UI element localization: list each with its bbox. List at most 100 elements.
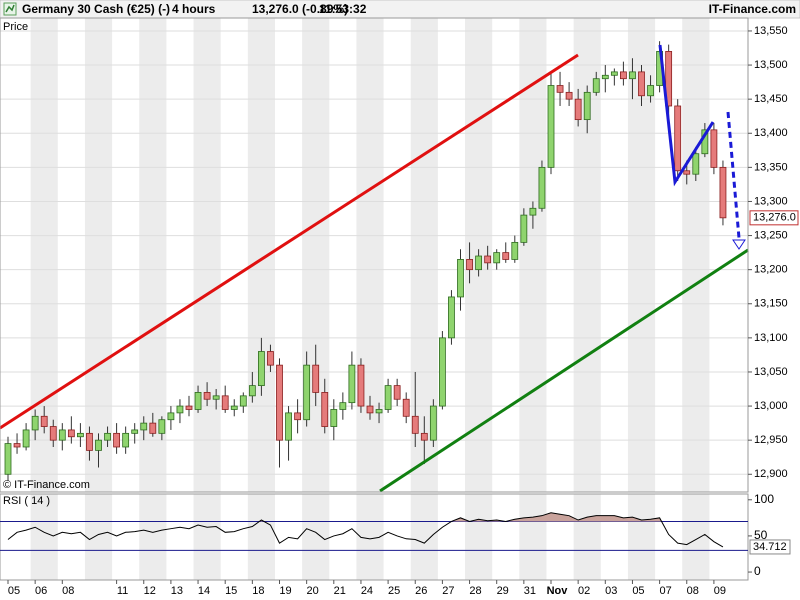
x-tick-label: 03 (605, 585, 617, 597)
y-tick-label: 13,550 (754, 25, 788, 37)
candle-body (429, 405, 437, 441)
candle-body (719, 166, 727, 219)
candle-body (176, 405, 184, 414)
candle-body (583, 91, 591, 121)
candle-body (131, 429, 139, 434)
candle-body (303, 364, 311, 421)
candle-body (22, 429, 30, 448)
quote: 13,276.0 (-0.89%) (252, 2, 348, 16)
y-tick-label: 13,350 (754, 161, 788, 173)
candle-body (194, 392, 202, 410)
candle-body (647, 85, 654, 97)
candle-body (4, 443, 12, 475)
x-tick-label: 02 (578, 585, 590, 597)
price-panel: Price © IT-Finance.com (3, 21, 727, 491)
y-tick-label: 100 (754, 492, 774, 506)
candle-body (77, 432, 84, 438)
x-tick-label: 24 (361, 585, 373, 597)
candle-body (58, 429, 66, 441)
y-tick-label: 13,450 (754, 93, 788, 105)
y-tick-label: 13,150 (754, 298, 788, 310)
watermark: © IT-Finance.com (3, 479, 90, 491)
candle-body (493, 252, 501, 264)
x-tick-label: 26 (415, 585, 427, 597)
candle-body (31, 415, 39, 431)
candle-body (158, 419, 166, 434)
x-tick-label: 05 (632, 585, 644, 597)
pattern-line (658, 44, 715, 187)
x-tick-label: 27 (442, 585, 454, 597)
y-tick-label: 13,000 (754, 400, 788, 412)
candle-body (475, 255, 483, 271)
x-tick-label: 28 (469, 585, 481, 597)
day-band (682, 494, 710, 580)
candle-body (113, 432, 120, 448)
candle-body (629, 71, 636, 80)
rsi-value-label: 34.712 (753, 541, 787, 553)
candle-body (339, 402, 347, 410)
x-tick-label: 18 (252, 585, 264, 597)
x-tick-label: 14 (198, 585, 210, 597)
candle-body (556, 85, 564, 93)
y-tick-label: 12,900 (754, 468, 788, 480)
app-icon-glyph (5, 4, 15, 13)
candle-body (40, 415, 48, 427)
candle-body (375, 409, 383, 414)
candle-body (620, 71, 627, 80)
candle-body (547, 85, 555, 168)
x-tick-label: 13 (171, 585, 183, 597)
day-band (247, 494, 275, 580)
panel-label: Price (3, 21, 28, 33)
candle-body (592, 78, 600, 93)
candle-body (167, 412, 175, 421)
x-tick-label: 11 (117, 585, 128, 597)
day-band (193, 18, 221, 492)
y-tick-label: 13,050 (754, 366, 788, 378)
candle-body (565, 91, 573, 100)
candle-body (574, 98, 582, 121)
candle-body (149, 422, 157, 434)
candle-body (357, 364, 365, 407)
candle-body (511, 241, 519, 260)
day-band (139, 494, 167, 580)
candle-body (140, 422, 148, 431)
candle-body (366, 405, 374, 414)
price-frame (0, 17, 749, 493)
y-tick-label: 12,950 (754, 434, 788, 446)
x-tick-label: 09 (714, 585, 726, 597)
candle-body (230, 405, 238, 410)
arrow-head (732, 239, 746, 250)
candle-body (529, 207, 537, 216)
time: 11:53:32 (319, 2, 367, 16)
day-band (519, 18, 547, 492)
candle-body (312, 364, 320, 393)
x-tick-label: 12 (144, 585, 156, 597)
candle-body (221, 395, 229, 410)
x-tick-label: 07 (659, 585, 671, 597)
last-price-label: 13,276.0 (753, 212, 796, 224)
candle-body (122, 432, 130, 448)
candle-body (457, 259, 464, 298)
candle-body (610, 71, 618, 76)
candle-body (384, 385, 392, 410)
day-band (627, 494, 656, 580)
x-tick-label: 31 (524, 585, 536, 597)
brand: IT-Finance.com (709, 2, 796, 16)
day-band (573, 494, 601, 580)
candle-body (330, 409, 338, 427)
day-band (84, 494, 113, 580)
timeframe: 4 hours (172, 2, 216, 16)
candle-body (185, 405, 193, 410)
candle-body (420, 432, 428, 441)
grid (0, 30, 748, 475)
y-tick-label: 13,300 (754, 195, 788, 207)
x-tick-label: 29 (497, 585, 509, 597)
candle-body (67, 429, 75, 438)
rsi-value-box (749, 539, 791, 555)
candle-body (484, 255, 492, 264)
last-price-box (749, 210, 799, 226)
candle-body (665, 51, 673, 107)
candle-body (411, 415, 419, 434)
candle-body (294, 412, 302, 421)
